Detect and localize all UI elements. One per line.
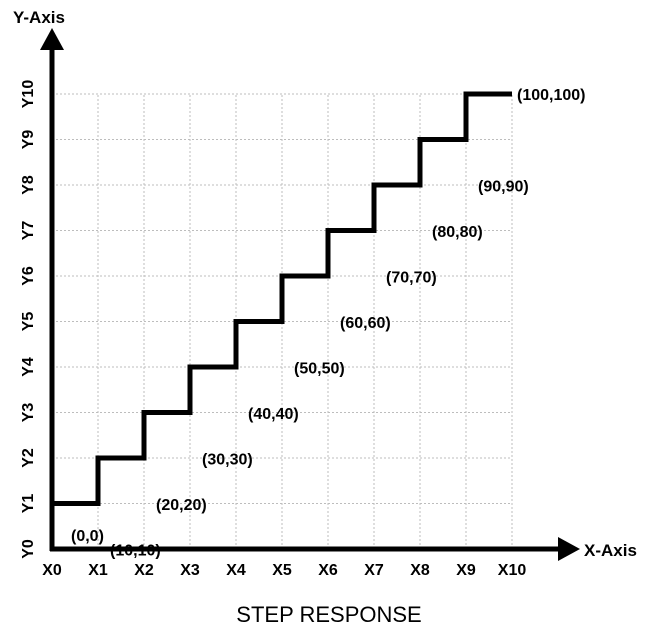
y-axis-title: Y-Axis bbox=[13, 8, 65, 27]
y-tick-label: Y7 bbox=[20, 221, 37, 241]
y-tick-label: Y4 bbox=[20, 357, 37, 377]
point-labels: (0,0) (10,10) (20,20) (30,30) (40,40) (50,50)… bbox=[71, 87, 586, 560]
x-tick-label: X0 bbox=[42, 562, 62, 579]
y-tick-label: Y1 bbox=[20, 494, 37, 514]
y-axis-arrowhead bbox=[40, 28, 64, 50]
x-tick-label: X7 bbox=[364, 562, 384, 579]
point-label: (70,70) bbox=[386, 270, 437, 287]
y-tick-label: Y9 bbox=[20, 130, 37, 150]
x-tick-label: X2 bbox=[134, 562, 154, 579]
y-tick-label: Y2 bbox=[20, 448, 37, 468]
x-tick-labels: X0 X1 X2 X3 X4 X5 X6 X7 X8 X9 X10 bbox=[42, 562, 526, 579]
x-tick-label: X1 bbox=[88, 562, 108, 579]
x-axis-title: X-Axis bbox=[584, 541, 637, 560]
y-tick-label: Y0 bbox=[20, 539, 37, 559]
point-label: (0,0) bbox=[71, 528, 104, 545]
point-label: (60,60) bbox=[340, 315, 391, 332]
x-tick-label: X4 bbox=[226, 562, 246, 579]
x-tick-label: X10 bbox=[498, 562, 527, 579]
point-label: (80,80) bbox=[432, 224, 483, 241]
point-label: (40,40) bbox=[248, 406, 299, 423]
y-tick-labels: Y0 Y1 Y2 Y3 Y4 Y5 Y6 Y7 Y8 Y9 Y10 bbox=[20, 80, 37, 559]
point-label: (10,10) bbox=[110, 543, 161, 560]
point-label: (50,50) bbox=[294, 361, 345, 378]
point-label: (100,100) bbox=[517, 87, 586, 104]
y-tick-label: Y5 bbox=[20, 312, 37, 332]
x-tick-label: X3 bbox=[180, 562, 200, 579]
x-axis-arrowhead bbox=[558, 537, 580, 561]
y-tick-label: Y8 bbox=[20, 175, 37, 195]
x-tick-label: X5 bbox=[272, 562, 292, 579]
step-series-line bbox=[52, 91, 512, 506]
x-tick-label: X8 bbox=[410, 562, 430, 579]
y-tick-label: Y6 bbox=[20, 266, 37, 286]
y-tick-label: Y3 bbox=[20, 403, 37, 423]
point-label: (30,30) bbox=[202, 452, 253, 469]
x-tick-label: X9 bbox=[456, 562, 476, 579]
x-tick-label: X6 bbox=[318, 562, 338, 579]
y-tick-label: Y10 bbox=[20, 80, 37, 109]
point-label: (90,90) bbox=[478, 179, 529, 196]
chart-caption: STEP RESPONSE bbox=[236, 602, 421, 625]
point-label: (20,20) bbox=[156, 497, 207, 514]
